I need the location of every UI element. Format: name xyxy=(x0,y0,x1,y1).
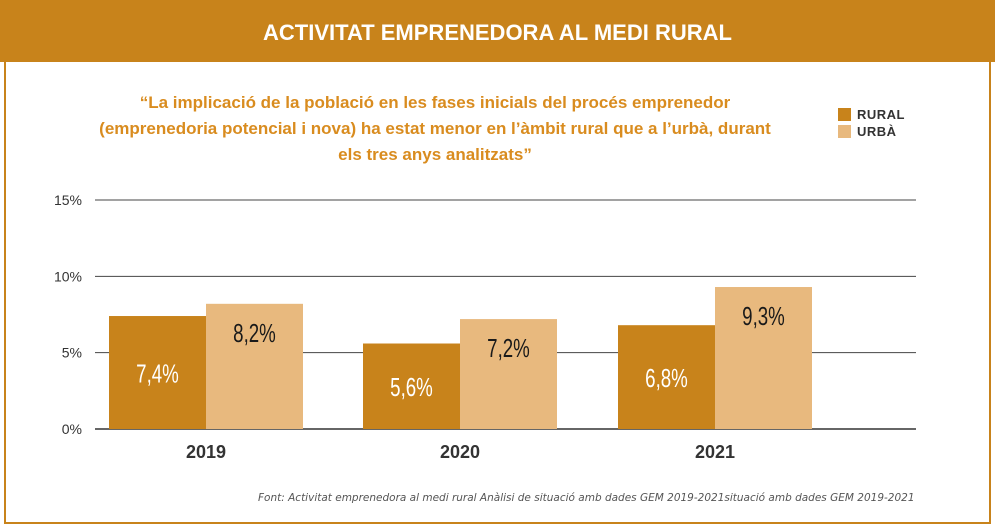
legend-item-urba: URBÀ xyxy=(838,123,905,140)
bar-rural-2019 xyxy=(109,316,206,429)
y-tick-label: 0% xyxy=(62,421,82,437)
bar-urba-2021 xyxy=(715,287,812,429)
bar-rural-2020 xyxy=(363,343,460,429)
chart-title: ACTIVITAT EMPRENEDORA AL MEDI RURAL xyxy=(263,20,732,45)
data-label-urba-2020: 7,2% xyxy=(487,333,530,363)
y-tick-label: 15% xyxy=(54,192,82,208)
legend-swatch-rural xyxy=(838,108,851,121)
bar-urba-2019 xyxy=(206,303,303,429)
legend: RURAL URBÀ xyxy=(838,106,905,140)
legend-label-urba: URBÀ xyxy=(857,124,897,139)
source-note: Font: Activitat emprenedora al medi rura… xyxy=(258,492,915,504)
chart-frame xyxy=(4,62,991,524)
chart-header-banner: ACTIVITAT EMPRENEDORA AL MEDI RURAL xyxy=(0,0,995,62)
x-tick-label: 2021 xyxy=(695,442,735,462)
data-label-rural-2021: 6,8% xyxy=(645,363,688,393)
legend-label-rural: RURAL xyxy=(857,107,905,122)
bar-rural-2021 xyxy=(618,325,715,429)
data-label-urba-2021: 9,3% xyxy=(742,301,785,331)
data-label-urba-2019: 8,2% xyxy=(233,318,276,348)
quote-text: “La implicació de la població en les fas… xyxy=(99,93,771,164)
y-tick-label: 5% xyxy=(62,345,82,361)
data-label-rural-2020: 5,6% xyxy=(390,372,433,402)
bar-urba-2020 xyxy=(460,319,557,429)
x-tick-label: 2020 xyxy=(440,442,480,462)
legend-item-rural: RURAL xyxy=(838,106,905,123)
legend-swatch-urba xyxy=(838,125,851,138)
x-tick-label: 2019 xyxy=(186,442,226,462)
y-tick-label: 10% xyxy=(54,268,82,284)
data-label-rural-2019: 7,4% xyxy=(136,358,179,388)
